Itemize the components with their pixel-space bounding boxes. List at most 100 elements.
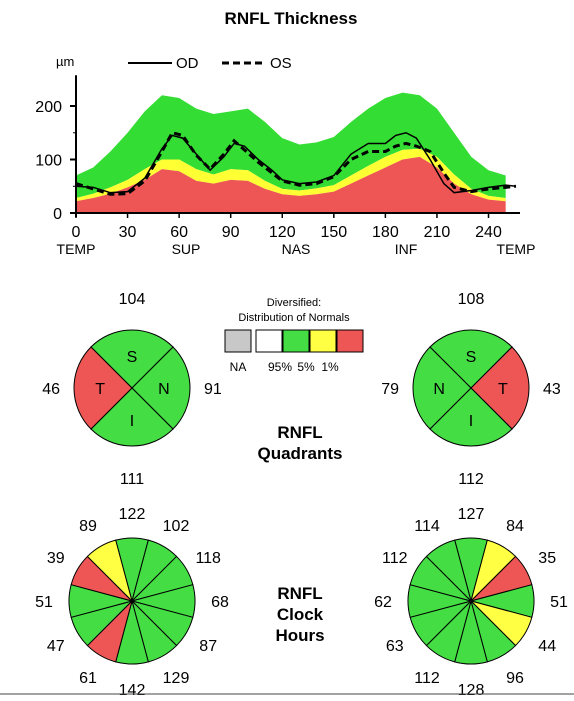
- quadrant-i-slice: [429, 387, 513, 447]
- band-abnormal-range: [76, 156, 506, 213]
- quadrant-s-slice: [90, 329, 174, 389]
- x-region-label: NAS: [282, 241, 311, 257]
- x-region-label: SUP: [172, 241, 201, 257]
- clock-hour-value: 35: [538, 550, 556, 567]
- clock-hour-value: 87: [199, 638, 217, 655]
- quadrant-pie-od: S 104 N 91 I 111 T 46: [42, 291, 222, 488]
- clock-hour-value: 118: [195, 550, 221, 567]
- clock-hours-heading-line-3: Hours: [275, 626, 324, 645]
- line-legend: OD OS: [128, 55, 292, 72]
- distribution-legend-title-2: Distribution of Normals: [238, 312, 350, 324]
- quadrant-i-value: 111: [120, 471, 144, 488]
- quadrants-heading-line-1: RNFL: [277, 423, 322, 442]
- x-region-label: TEMP: [497, 241, 536, 257]
- clock-hour-value: 142: [119, 682, 146, 699]
- distribution-legend-swatch: [224, 329, 252, 353]
- clock-hour-value: 63: [386, 638, 404, 655]
- x-region-label: TEMP: [57, 241, 96, 257]
- series-os-line: [75, 131, 517, 196]
- quadrant-s-label: S: [127, 349, 138, 366]
- x-tick-label: 120: [269, 224, 296, 241]
- quadrant-i-label: I: [469, 413, 473, 430]
- distribution-legend-label-1: 1%: [321, 360, 339, 374]
- distribution-legend-label-95: 95%: [268, 360, 292, 374]
- x-tick-label: 30: [119, 224, 137, 241]
- quadrant-pie-os: S 108 T 43 I 112 N 79: [381, 291, 561, 488]
- clock-hour-slice: [86, 539, 133, 603]
- clock-hour-value: 47: [47, 638, 65, 655]
- distribution-legend-title-1: Diversified:: [267, 297, 321, 309]
- quadrants-heading-line-2: Quadrants: [257, 444, 342, 463]
- distribution-legend-swatch: [282, 329, 310, 353]
- clock-hour-value: 84: [506, 518, 524, 535]
- quadrant-i-slice: [90, 387, 174, 447]
- distribution-legend: Diversified: Distribution of Normals NA …: [224, 297, 364, 374]
- clock-hours-heading-line-2: Clock: [277, 605, 324, 624]
- quadrant-s-slice: [429, 329, 513, 389]
- clock-hours-heading-line-1: RNFL: [277, 584, 322, 603]
- quadrant-n-label: N: [158, 381, 170, 398]
- quadrant-s-value: 104: [119, 291, 146, 308]
- distribution-legend-swatch: [309, 329, 337, 353]
- clock-hour-value: 102: [163, 518, 190, 535]
- quadrant-s-label: S: [466, 349, 477, 366]
- x-tick-label: 210: [424, 224, 451, 241]
- x-tick-label: 240: [475, 224, 502, 241]
- quadrant-t-label: T: [498, 381, 508, 398]
- clock-hour-value: 128: [458, 682, 485, 699]
- x-region-label: INF: [395, 241, 418, 257]
- x-tick-label: 0: [72, 224, 81, 241]
- quadrant-t-value: 46: [42, 381, 60, 398]
- quadrant-n-value: 91: [204, 381, 222, 398]
- quadrant-t-value: 43: [543, 381, 561, 398]
- quadrant-t-slice: [470, 346, 530, 430]
- quadrant-n-label: N: [433, 381, 445, 398]
- band-normal-range: [76, 92, 506, 199]
- clock-hour-value: 44: [538, 638, 556, 655]
- x-tick-label: 90: [222, 224, 240, 241]
- x-tick-label: 150: [320, 224, 347, 241]
- quadrant-i-label: I: [130, 413, 134, 430]
- clock-hour-value: 89: [79, 518, 97, 535]
- y-tick-label: 200: [35, 99, 62, 116]
- clock-hour-slice: [425, 539, 472, 603]
- quadrant-t-slice: [73, 346, 133, 430]
- legend-od-label: OD: [176, 55, 199, 72]
- quadrant-n-slice: [131, 346, 191, 430]
- chart-title: RNFL Thickness: [225, 9, 358, 28]
- quadrant-t-label: T: [95, 381, 105, 398]
- distribution-legend-label-na: NA: [230, 360, 247, 374]
- clock-hour-value: 112: [414, 670, 440, 687]
- quadrant-i-value: 112: [458, 471, 484, 488]
- distribution-legend-swatch: [336, 329, 364, 353]
- normal-distribution-bands: [76, 92, 506, 213]
- clock-pie-od: 122 102 118 68 87 129 142 61 47 51 39 89: [35, 506, 229, 699]
- clock-pie-os: 127 84 35 51 44 96 128 112 63 62 112 114: [374, 506, 568, 699]
- distribution-legend-swatch: [255, 329, 283, 353]
- x-tick-label: 60: [170, 224, 188, 241]
- clock-hour-value: 96: [506, 670, 524, 687]
- quadrant-n-slice: [412, 346, 472, 430]
- chart-series: [75, 131, 517, 196]
- clock-hour-value: 114: [414, 518, 440, 535]
- clock-hour-value: 51: [35, 594, 53, 611]
- band-borderline-range: [76, 148, 506, 202]
- clock-hour-value: 68: [211, 594, 229, 611]
- clock-hour-value: 122: [119, 506, 146, 523]
- y-tick-label: 0: [53, 206, 62, 223]
- y-axis-unit-label: µm: [56, 54, 74, 69]
- clock-hour-value: 129: [163, 670, 190, 687]
- clock-hour-value: 61: [79, 670, 97, 687]
- clock-hour-value: 112: [382, 550, 408, 567]
- y-tick-label: 100: [35, 153, 62, 170]
- clock-hour-value: 62: [374, 594, 392, 611]
- distribution-legend-label-5: 5%: [297, 360, 315, 374]
- x-tick-label: 180: [372, 224, 399, 241]
- legend-os-label: OS: [270, 55, 292, 72]
- clock-hour-value: 39: [47, 550, 65, 567]
- pie-charts: S 104 N 91 I 111 T 46 S 108 T 43 I 112 N 79 122 102 118 68 8…: [35, 291, 568, 699]
- quadrant-n-value: 79: [381, 381, 399, 398]
